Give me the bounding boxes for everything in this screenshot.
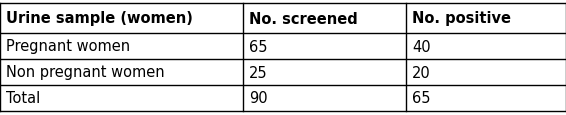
Text: 40: 40 — [412, 39, 431, 54]
Text: 65: 65 — [249, 39, 268, 54]
Text: 20: 20 — [412, 65, 431, 80]
Text: Urine sample (women): Urine sample (women) — [6, 11, 193, 26]
Text: Total: Total — [6, 91, 40, 106]
Text: No. positive: No. positive — [412, 11, 511, 26]
Text: 90: 90 — [249, 91, 268, 106]
Text: Pregnant women: Pregnant women — [6, 39, 130, 54]
Text: Non pregnant women: Non pregnant women — [6, 65, 165, 80]
Text: No. screened: No. screened — [249, 11, 358, 26]
Text: 25: 25 — [249, 65, 268, 80]
Text: 65: 65 — [412, 91, 431, 106]
